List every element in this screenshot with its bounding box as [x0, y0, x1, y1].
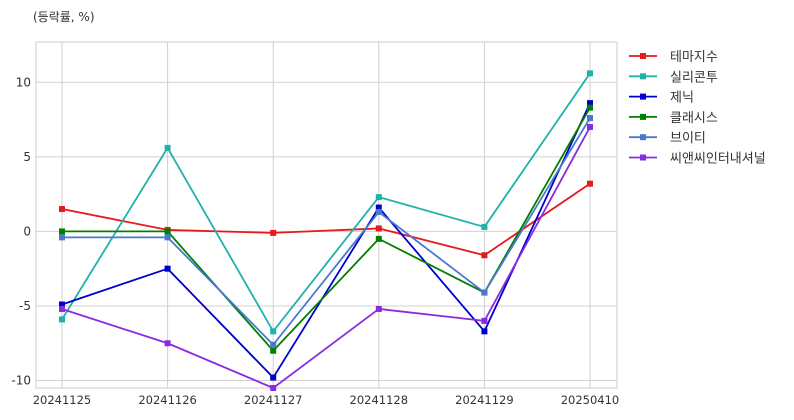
data-point-marker: [481, 252, 488, 259]
data-point-marker: [587, 115, 593, 122]
data-point-marker: [375, 305, 382, 312]
data-point-marker: [164, 340, 171, 347]
x-tick-label: 20241128: [350, 393, 409, 407]
legend-label: 클래시스: [670, 111, 718, 126]
y-tick-label: -5: [19, 299, 31, 313]
data-point-marker: [375, 204, 382, 211]
y-tick-label: -10: [11, 374, 31, 388]
series-line: [61, 72, 591, 333]
legend-marker: [640, 73, 646, 80]
series-line: [61, 126, 591, 389]
data-point-marker: [270, 229, 277, 236]
data-point-marker: [481, 223, 488, 230]
data-point-marker: [164, 234, 171, 241]
legend-label: 실리콘투: [670, 70, 718, 85]
legend-label: 제닉: [670, 91, 694, 106]
x-tick-label: 20241129: [455, 393, 514, 407]
data-point-marker: [270, 347, 277, 354]
x-tick-label: 20250410: [561, 393, 620, 407]
data-point-marker: [481, 289, 488, 296]
plot-frame: [35, 41, 618, 389]
data-point-marker: [59, 305, 65, 312]
data-point-marker: [481, 317, 488, 324]
data-point-marker: [587, 124, 593, 131]
legend-label: 브이티: [670, 131, 706, 146]
data-point-marker: [587, 70, 593, 77]
data-point-marker: [59, 206, 65, 213]
data-point-marker: [59, 228, 65, 235]
x-tick-label: 20241127: [244, 393, 303, 407]
legend-marker: [640, 53, 646, 59]
data-point-marker: [59, 316, 65, 323]
y-tick-label: 0: [23, 224, 31, 238]
legend-marker: [640, 134, 646, 141]
data-point-marker: [270, 374, 277, 381]
data-point-marker: [164, 265, 171, 272]
legend-label: 테마지수: [670, 50, 718, 65]
series-line: [61, 182, 591, 257]
series-line: [62, 117, 591, 346]
data-point-marker: [164, 144, 171, 151]
data-point-marker: [59, 234, 65, 241]
data-point-marker: [375, 235, 382, 242]
x-tick-label: 20241125: [33, 393, 92, 407]
legend-label: 씨앤씨인터내셔널: [670, 152, 766, 167]
y-tick-label: 5: [23, 150, 31, 164]
data-point-marker: [270, 328, 277, 335]
data-point-marker: [375, 209, 382, 216]
series-line: [62, 107, 591, 352]
data-point-marker: [270, 341, 277, 348]
legend-marker: [640, 113, 646, 120]
legend-marker: [640, 93, 646, 100]
data-point-marker: [587, 100, 593, 107]
data-point-marker: [375, 225, 382, 232]
data-point-marker: [587, 180, 593, 187]
y-axis-unit-label: (등락률, %): [33, 10, 95, 24]
data-point-marker: [270, 385, 277, 391]
data-point-marker: [59, 301, 65, 308]
data-point-marker: [375, 194, 382, 201]
x-tick-label: 20241126: [138, 393, 197, 407]
y-tick-label: 10: [16, 75, 31, 89]
data-point-marker: [164, 228, 171, 235]
data-point-marker: [587, 104, 593, 111]
series-line: [61, 102, 591, 379]
data-point-marker: [481, 328, 488, 335]
legend-marker: [640, 154, 646, 161]
